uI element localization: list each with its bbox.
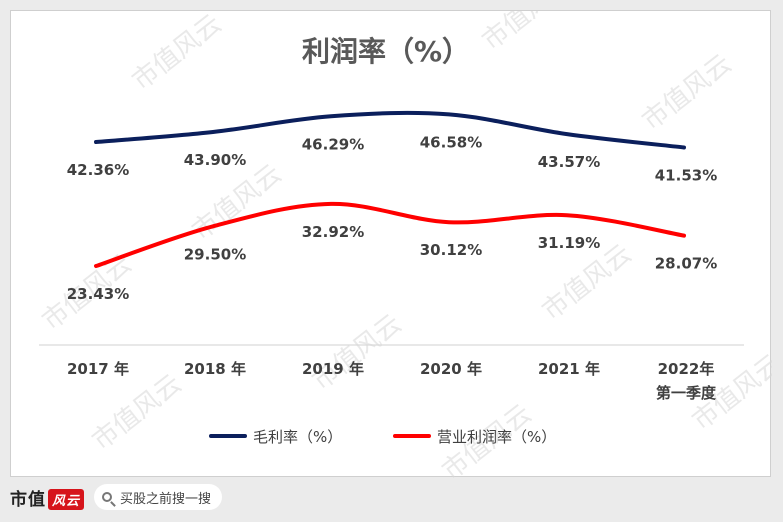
brand-logo: 市值 风云: [10, 485, 85, 510]
series-line-2: [94, 201, 686, 269]
footer-bar: 市值 风云 买股之前搜一搜: [10, 481, 223, 513]
x-tick-label-5: 2021 年: [538, 360, 600, 378]
data-label-1-4: 46.58%: [420, 133, 482, 151]
legend-label-2: 营业利润率（%）: [437, 428, 556, 446]
x-tick-label-6: 第一季度: [656, 384, 717, 402]
x-tick-label-6: 2022年: [658, 360, 715, 378]
x-tick-label-3: 2019 年: [302, 360, 364, 378]
data-label-1-2: 43.90%: [184, 151, 246, 169]
data-label-2-3: 32.92%: [302, 223, 364, 241]
x-tick-label-1: 2017 年: [67, 360, 129, 378]
watermark-text: 市值风云: [637, 49, 737, 137]
legend-label-1: 毛利率（%）: [253, 428, 342, 446]
data-label-2-1: 23.43%: [67, 285, 129, 303]
search-placeholder: 买股之前搜一搜: [120, 491, 212, 507]
watermark-text: 市值风云: [87, 369, 187, 457]
watermark-text: 市值风云: [307, 309, 407, 397]
data-label-2-4: 30.12%: [420, 241, 482, 259]
watermark-text: 市值风云: [477, 11, 577, 57]
series-line-1: [94, 110, 686, 150]
chart-card: 市值风云 市值风云 市值风云 市值风云 市值风云 市值风云 市值风云 市值风云 市值风云 市值风云…: [10, 10, 772, 478]
data-label-1-3: 46.29%: [302, 135, 364, 153]
data-label-1-1: 42.36%: [67, 161, 129, 179]
x-tick-label-4: 2020 年: [420, 360, 482, 378]
search-icon: [102, 492, 113, 502]
data-label-1-6: 41.53%: [655, 166, 717, 184]
data-label-2-2: 29.50%: [184, 245, 246, 263]
data-label-2-5: 31.19%: [538, 234, 600, 252]
brand-name: 市值: [10, 489, 46, 510]
chart-title: 利润率（%）: [302, 35, 470, 68]
x-tick-label-2: 2018 年: [184, 360, 246, 378]
brand-badge: 风云: [48, 488, 85, 510]
watermark-text: 市值风云: [127, 11, 227, 97]
data-label-2-6: 28.07%: [655, 255, 717, 273]
search-box[interactable]: 买股之前搜一搜: [94, 484, 223, 510]
watermark-text: 市值风云: [187, 159, 287, 247]
data-label-1-5: 43.57%: [538, 153, 600, 171]
